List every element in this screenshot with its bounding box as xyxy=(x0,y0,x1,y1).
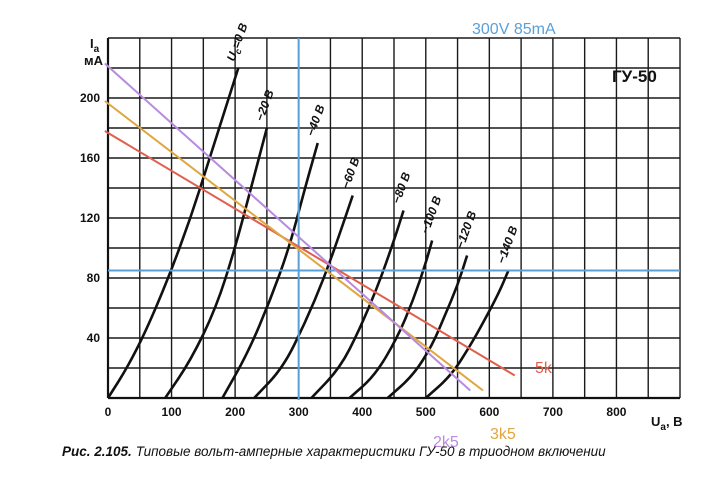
x-tick-label: 500 xyxy=(416,405,436,419)
y-tick-label: 40 xyxy=(87,331,101,345)
grid-voltage-curve xyxy=(348,240,434,399)
overlay-lines xyxy=(104,38,680,400)
x-tick-label: 800 xyxy=(606,405,626,419)
caption-figure-ref: Рис. 2.105. xyxy=(62,444,132,459)
x-tick-label: 100 xyxy=(162,405,182,419)
grid-voltage-curve xyxy=(164,127,269,399)
grid-voltage-curve xyxy=(386,255,469,399)
axes: 0 100 200 300 400 500 600 700 800 40 80 120 160 200 xyxy=(80,38,680,419)
load-line-3k5-label: 3k5 xyxy=(490,426,516,443)
load-line-5k-label: 5k xyxy=(535,360,553,377)
y-axis-title: Ia xyxy=(90,36,100,55)
operating-point-label: 300V 85mA xyxy=(472,21,556,38)
x-tick-label: 0 xyxy=(105,405,112,419)
grid-voltage-curve xyxy=(221,142,319,399)
grid-voltage-curve xyxy=(310,210,405,399)
grid-voltage-curve xyxy=(253,195,354,399)
load-line xyxy=(104,130,516,377)
x-tick-label: 200 xyxy=(225,405,245,419)
y-tick-label: 80 xyxy=(87,271,101,285)
caption-text: Типовые вольт-амперные характеристики ГУ… xyxy=(136,444,606,459)
x-tick-label: 300 xyxy=(289,405,309,419)
load-line xyxy=(104,62,471,392)
load-line xyxy=(104,100,484,392)
y-axis-unit: мА xyxy=(84,53,104,68)
y-tick-label: 160 xyxy=(80,151,100,165)
grid-voltage-curve xyxy=(106,67,240,399)
y-tick-label: 120 xyxy=(80,211,100,225)
device-label: ГУ-50 xyxy=(612,67,657,86)
x-tick-label: 700 xyxy=(543,405,563,419)
y-tick-label: 200 xyxy=(80,91,100,105)
load-line-2k5-label: 2k5 xyxy=(433,434,459,451)
x-tick-label: 400 xyxy=(352,405,372,419)
grid-voltage-curve xyxy=(424,269,510,399)
x-axis-title: Uа, В xyxy=(651,414,683,433)
figure-caption: Рис. 2.105. Типовые вольт-амперные характ… xyxy=(62,444,606,459)
x-tick-label: 600 xyxy=(479,405,499,419)
